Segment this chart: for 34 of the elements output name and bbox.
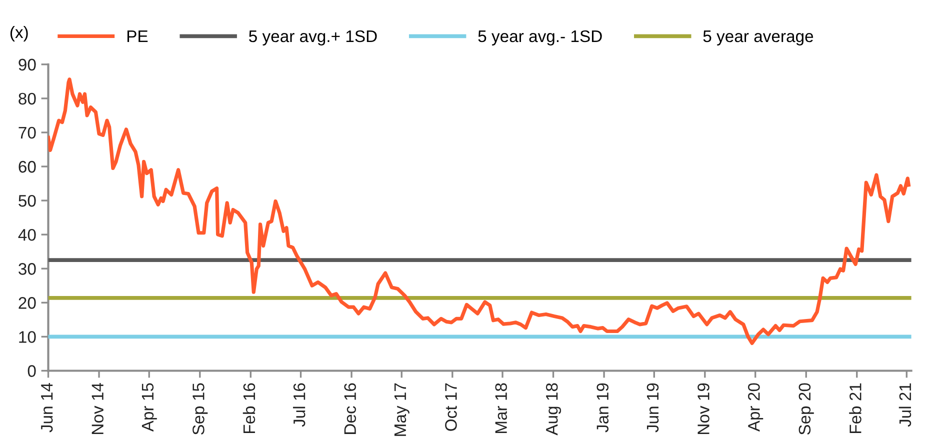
x-tick-label: Nov 19 (698, 383, 710, 434)
x-tick-label: Aug 18 (546, 383, 562, 436)
x-tick-label: Feb 21 (849, 383, 862, 434)
x-tick-label: Jul 16 (292, 383, 306, 427)
x-tick-label: Nov 14 (92, 383, 104, 434)
x-tick-label: Mar 18 (495, 383, 507, 434)
y-tick-label: 80 (18, 92, 36, 105)
y-tick-label: 50 (18, 194, 36, 207)
line-series (48, 78, 910, 345)
x-tick-label: Jun 19 (646, 383, 659, 432)
x-tick-label: Oct 17 (445, 383, 457, 431)
legend-label: 5 year avg.- 1SD (478, 30, 602, 46)
y-tick-label: 20 (18, 297, 36, 309)
x-tick-label: Apr 15 (142, 383, 157, 432)
x-tick-label: Sep 20 (798, 383, 814, 435)
x-tick-label: Dec 16 (344, 383, 356, 434)
y-tick-label: 0 (28, 365, 36, 377)
x-tick-label: Feb 16 (242, 383, 256, 434)
x-tick-label: Sep 15 (192, 383, 208, 435)
y-tick-label: 40 (18, 228, 36, 241)
y-tick-label: 70 (18, 126, 36, 139)
legend-label: PE (127, 30, 148, 42)
y-tick-label: 60 (18, 160, 36, 173)
x-tick-label: Jan 19 (596, 383, 609, 432)
x-tick-label: Jul 21 (898, 383, 912, 427)
x-tick-label: Jun 14 (41, 383, 53, 432)
legend-label: 5 year average (703, 30, 814, 46)
y-tick-label: 30 (18, 263, 36, 275)
y-tick-label: 10 (19, 331, 36, 343)
x-tick-label: May 17 (394, 383, 410, 436)
legend-label: 5 year avg.+ 1SD (249, 30, 377, 46)
y-tick-label: 90 (18, 58, 36, 71)
x-tick-label: Apr 20 (748, 383, 764, 432)
y-axis-title: (x) (10, 26, 28, 42)
